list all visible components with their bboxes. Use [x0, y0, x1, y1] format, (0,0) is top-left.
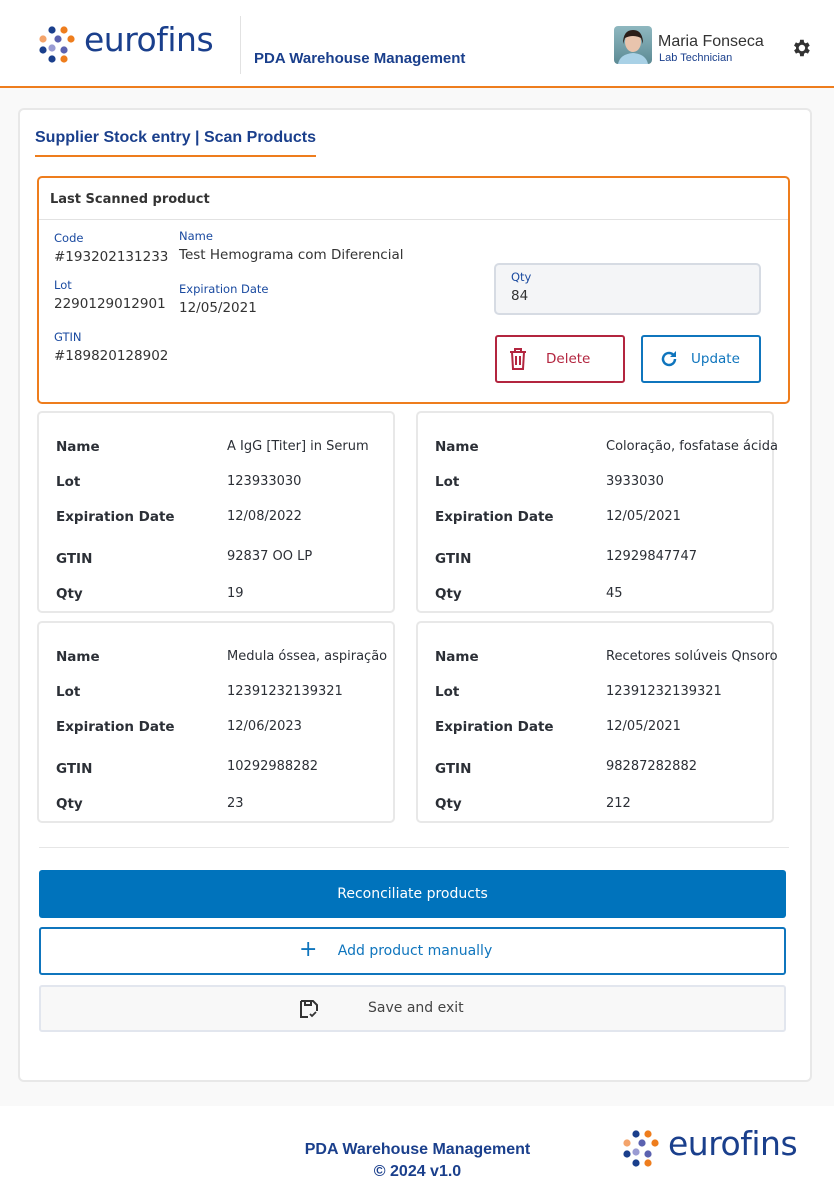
qty-label: Qty: [56, 586, 83, 602]
qty-label: Qty: [56, 796, 83, 812]
lot-label: Lot: [56, 684, 81, 700]
exp-value: 12/08/2022: [227, 509, 302, 524]
qty-value: 23: [227, 796, 244, 811]
gtin-value: 92837 OO LP: [227, 549, 313, 564]
gtin-label: GTIN: [56, 761, 93, 777]
footer: [0, 1106, 834, 1194]
lot-value: 2290129012901: [54, 296, 166, 312]
product-card[interactable]: Name Coloração, fosfatase ácida Lot 3933030…: [416, 411, 778, 613]
qty-value: 45: [606, 586, 623, 601]
gtin-label: GTIN: [54, 330, 82, 344]
lot-label: Lot: [54, 278, 72, 292]
qty-value: 84: [511, 288, 529, 304]
lot-value: 12391232139321: [227, 684, 343, 699]
product-card[interactable]: Name A IgG [Titer] in Serum Lot 123933030 Ex…: [37, 411, 395, 613]
footer-logo-text: eurofins: [668, 1124, 798, 1163]
lot-label: Lot: [435, 474, 460, 490]
name-label: Name: [56, 439, 100, 455]
name-value: Test Hemograma com Diferencial: [179, 247, 404, 263]
logo-dots-icon: [39, 26, 75, 63]
refresh-icon: [661, 351, 677, 367]
code-label: Code: [54, 231, 84, 245]
lot-value: 3933030: [606, 474, 664, 489]
gtin-value: 10292988282: [227, 759, 318, 774]
qty-label: Qty: [435, 586, 462, 602]
code-value: #193202131233: [54, 249, 169, 265]
product-card[interactable]: Name Medula óssea, aspiração Lot 1239123213…: [37, 621, 395, 823]
gtin-value: #189820128902: [54, 348, 169, 364]
name-label: Name: [435, 649, 479, 665]
add-product-button[interactable]: + Add product manually: [39, 927, 786, 975]
header-divider: [240, 16, 241, 74]
lot-label: Lot: [435, 684, 460, 700]
qty-value: 19: [227, 586, 244, 601]
delete-button[interactable]: Delete: [495, 335, 625, 383]
avatar[interactable]: [614, 26, 652, 64]
save-exit-label: Save and exit: [368, 1000, 464, 1016]
logo-text: eurofins: [84, 20, 214, 59]
lot-value: 12391232139321: [606, 684, 722, 699]
qty-label: Qty: [435, 796, 462, 812]
reconciliate-button[interactable]: Reconciliate products: [39, 870, 786, 918]
lot-label: Lot: [56, 474, 81, 490]
app-title: PDA Warehouse Management: [254, 50, 466, 67]
save-icon: [300, 1000, 318, 1018]
name-value: A IgG [Titer] in Serum: [227, 439, 369, 454]
exp-value: 12/05/2021: [606, 719, 681, 734]
app-header: eurofins PDA Warehouse Management Maria …: [0, 0, 834, 88]
qty-label: Qty: [511, 270, 532, 284]
section-divider: [39, 847, 789, 848]
gtin-label: GTIN: [56, 551, 93, 567]
exp-label: Expiration Date: [56, 509, 175, 525]
save-exit-button[interactable]: Save and exit: [39, 985, 786, 1032]
exp-label: Expiration Date: [435, 509, 554, 525]
gear-icon[interactable]: [790, 37, 812, 59]
qty-field[interactable]: Qty 84: [494, 263, 761, 315]
name-label: Name: [56, 649, 100, 665]
exp-value: 12/05/2021: [179, 300, 257, 316]
tab-scan-products[interactable]: Supplier Stock entry | Scan Products: [35, 129, 316, 157]
trash-icon: [510, 348, 526, 370]
add-product-label: Add product manually: [337, 943, 493, 959]
footer-logo: eurofins: [622, 1124, 798, 1172]
exp-label: Expiration Date: [56, 719, 175, 735]
exp-value: 12/06/2023: [227, 719, 302, 734]
footer-copyright: © 2024 v1.0: [373, 1163, 462, 1180]
user-name: Maria Fonseca: [658, 33, 764, 50]
lot-value: 123933030: [227, 474, 302, 489]
user-role: Lab Technician: [659, 52, 733, 64]
name-label: Name: [179, 229, 213, 243]
name-value: Coloração, fosfatase ácida: [606, 439, 778, 454]
gtin-value: 98287282882: [606, 759, 697, 774]
name-value: Recetores solúveis Qnsoro: [606, 649, 778, 664]
footer-app-name: PDA Warehouse Management: [304, 1141, 531, 1158]
delete-label: Delete: [546, 351, 591, 367]
update-label: Update: [691, 351, 740, 367]
exp-value: 12/05/2021: [606, 509, 681, 524]
exp-label: Expiration Date: [435, 719, 554, 735]
product-card[interactable]: Name Recetores solúveis Qnsoro Lot 12391232…: [416, 621, 778, 823]
name-label: Name: [435, 439, 479, 455]
panel-title: Last Scanned product: [39, 178, 788, 220]
eurofins-logo[interactable]: eurofins: [38, 20, 214, 68]
update-button[interactable]: Update: [641, 335, 761, 383]
footer-title: PDA Warehouse Management © 2024 v1.0: [280, 1139, 555, 1183]
gtin-label: GTIN: [435, 551, 472, 567]
gtin-value: 12929847747: [606, 549, 697, 564]
gtin-label: GTIN: [435, 761, 472, 777]
logo-dots-icon: [623, 1130, 659, 1167]
exp-label: Expiration Date: [179, 282, 269, 296]
reconciliate-label: Reconciliate products: [337, 886, 488, 902]
qty-value: 212: [606, 796, 631, 811]
name-value: Medula óssea, aspiração: [227, 649, 388, 664]
plus-icon: +: [299, 937, 318, 962]
